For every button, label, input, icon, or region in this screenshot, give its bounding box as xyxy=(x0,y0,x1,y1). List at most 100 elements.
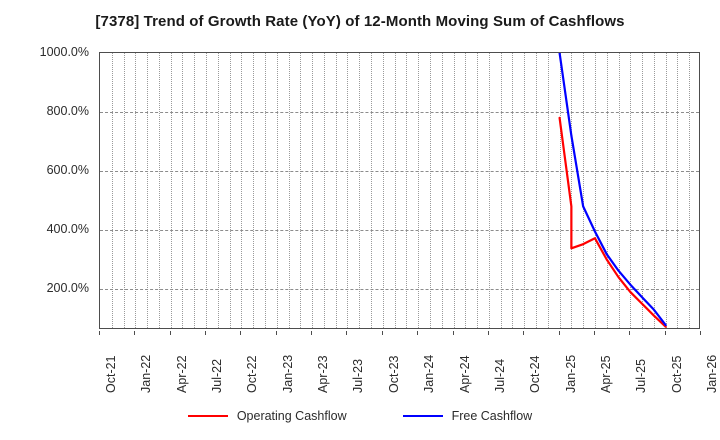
series-line-operating-cashflow xyxy=(558,116,667,328)
gridline-vertical xyxy=(571,53,573,328)
gridline-vertical xyxy=(394,53,396,328)
x-axis-tick-label: Jan-22 xyxy=(139,354,154,393)
gridline-vertical xyxy=(512,53,514,328)
gridline-vertical xyxy=(524,53,526,328)
y-axis-tick-label: 1000.0% xyxy=(39,45,89,59)
x-axis-tick xyxy=(593,331,595,335)
gridline-vertical xyxy=(158,53,160,328)
gridline-vertical xyxy=(300,53,302,328)
y-axis-tick-label: 600.0% xyxy=(46,162,89,177)
x-axis-tick-label: Jan-25 xyxy=(563,354,578,393)
legend-label: Free Cashflow xyxy=(451,409,533,423)
x-axis-tick xyxy=(275,331,277,335)
gridline-vertical xyxy=(488,53,490,328)
gridline-vertical xyxy=(288,53,290,328)
gridline-vertical xyxy=(618,53,620,328)
plot-area xyxy=(99,52,700,329)
gridline-vertical xyxy=(182,53,184,328)
x-axis-tick xyxy=(523,331,525,335)
gridline-vertical xyxy=(477,53,479,328)
x-axis-tick xyxy=(700,331,701,335)
x-axis-tick-label: Apr-23 xyxy=(316,355,331,393)
gridline-vertical xyxy=(135,53,137,328)
x-axis-tick-label: Apr-25 xyxy=(598,355,613,393)
x-axis-tick xyxy=(311,331,313,335)
gridlines xyxy=(100,53,699,328)
x-axis-tick-label: Jan-24 xyxy=(422,354,437,393)
x-axis-tick-label: Apr-24 xyxy=(457,355,472,393)
legend-item[interactable]: Operating Cashflow xyxy=(187,409,347,423)
gridline-vertical xyxy=(147,53,149,328)
gridline-vertical xyxy=(536,53,538,328)
x-axis-tick xyxy=(134,331,136,335)
gridline-vertical xyxy=(429,53,431,328)
x-axis-tick xyxy=(417,331,419,335)
x-axis-tick-label: Oct-21 xyxy=(104,355,118,393)
x-axis-tick-label: Jan-26 xyxy=(705,354,719,393)
gridline-vertical xyxy=(465,53,467,328)
gridline-vertical xyxy=(312,53,314,328)
y-axis-tick-label: 200.0% xyxy=(46,280,89,295)
x-axis-tick xyxy=(487,331,489,335)
legend-item[interactable]: Free Cashflow xyxy=(402,409,533,423)
gridline-vertical xyxy=(453,53,455,328)
gridline-vertical xyxy=(229,53,231,328)
x-axis-tick-label: Jul-22 xyxy=(210,358,225,393)
gridline-horizontal xyxy=(100,288,699,290)
gridline-vertical xyxy=(583,53,585,328)
gridline-vertical xyxy=(241,53,243,328)
gridline-vertical xyxy=(276,53,278,328)
y-axis-tick-label: 400.0% xyxy=(46,221,89,236)
gridline-vertical xyxy=(547,53,549,328)
series-layer xyxy=(558,53,667,328)
gridline-vertical xyxy=(606,53,608,328)
legend-color-swatch xyxy=(402,415,443,417)
gridline-vertical xyxy=(323,53,325,328)
gridline-vertical xyxy=(500,53,502,328)
chart-legend: Operating Cashflow Free Cashflow xyxy=(0,404,720,428)
gridline-vertical xyxy=(594,53,596,328)
x-axis-tick-label: Oct-23 xyxy=(386,355,401,393)
gridline-vertical xyxy=(559,53,561,328)
gridline-vertical xyxy=(264,53,266,328)
gridline-vertical xyxy=(359,53,361,328)
gridline-vertical xyxy=(123,53,125,328)
gridline-vertical xyxy=(335,53,337,328)
x-axis-tick xyxy=(629,331,631,335)
gridline-vertical xyxy=(111,53,113,328)
x-axis-tick xyxy=(664,331,666,335)
x-axis-tick xyxy=(99,331,100,335)
x-axis-tick-label: Apr-22 xyxy=(174,355,189,393)
gridline-vertical xyxy=(371,53,373,328)
x-axis-tick xyxy=(240,331,242,335)
x-axis-tick xyxy=(169,331,171,335)
x-axis-tick-label: Oct-22 xyxy=(245,355,260,393)
x-axis-tick-label: Jul-25 xyxy=(634,358,649,393)
y-axis-tick-label: 800.0% xyxy=(46,103,89,118)
x-axis-tick xyxy=(558,331,560,335)
x-axis-tick-label: Jul-23 xyxy=(351,358,366,393)
x-axis-tick-label: Oct-25 xyxy=(669,355,684,393)
x-axis-tick-label: Jan-23 xyxy=(280,354,295,393)
gridline-vertical xyxy=(665,53,667,328)
gridline-vertical xyxy=(217,53,219,328)
gridline-vertical xyxy=(441,53,443,328)
y-axis: 200.0% 400.0% 600.0% 800.0% 1000.0% xyxy=(0,45,95,329)
gridline-vertical xyxy=(170,53,172,328)
gridline-vertical xyxy=(630,53,632,328)
x-axis-tick-label: Jul-24 xyxy=(492,358,507,393)
gridline-vertical xyxy=(653,53,655,328)
gridline-horizontal xyxy=(100,170,699,172)
chart-title: [7378] Trend of Growth Rate (YoY) of 12-… xyxy=(95,13,625,30)
series-line-free-cashflow xyxy=(558,53,667,327)
gridline-vertical xyxy=(206,53,208,328)
x-axis: Oct-21 Jan-22 Apr-22 Jul-22 Oct-22 Jan-23 Apr-… xyxy=(99,331,719,401)
gridline-vertical xyxy=(677,53,679,328)
x-axis-tick xyxy=(205,331,207,335)
x-axis-tick xyxy=(346,331,348,335)
gridline-vertical xyxy=(382,53,384,328)
x-axis-tick xyxy=(452,331,454,335)
gridline-vertical xyxy=(642,53,644,328)
x-axis-tick xyxy=(381,331,383,335)
